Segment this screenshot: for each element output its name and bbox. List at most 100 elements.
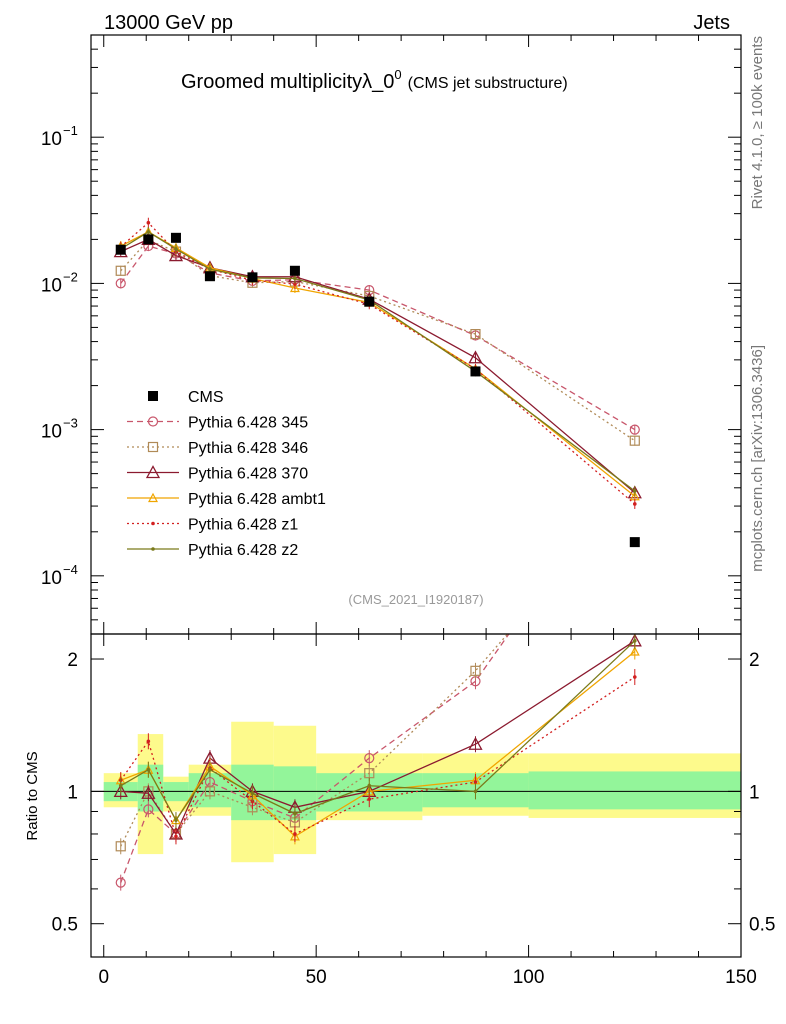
legend-label-pythia-6-428-346: Pythia 6.428 346 [188,440,308,457]
ratio-point-pythia-6-428-345-0 [115,877,126,888]
point-cms-5 [289,265,300,276]
x-ticks: 0 50 100 150 [98,35,757,988]
line-pythia-6-428-z1 [120,221,636,505]
plot-title: Groomed multiplicityλ_00(CMS jet substru… [181,67,568,93]
point-pythia-6-428-z1-1 [146,220,151,225]
ratio-y-axis-label: Ratio to CMS [24,751,41,840]
point-cms-1 [143,234,154,245]
x-tick-label-50: 50 [306,967,327,988]
ratio-point-pythia-6-428-346-3 [204,786,216,797]
ratio-point-pythia-6-428-345-8 [630,451,639,460]
ratio-y-tick-label-left-2: 2 [67,650,78,671]
ratio-y-ticks: 0.5 0.5 1 1 2 2 [52,650,776,936]
point-pythia-6-428-z1-8 [632,502,637,506]
series-pythia-6-428-ambt1 [115,226,640,502]
analysis-id-label: (CMS_2021_I1920187) [348,592,483,607]
point-pythia-6-428-345-8 [629,424,640,435]
ratio-point-pythia-6-428-z2-7 [473,789,478,794]
ratio-point-pythia-6-428-370-0 [113,784,128,798]
ratio-point-pythia-6-428-370-7 [468,736,483,750]
ratio-point-pythia-6-428-z1-8 [632,675,637,679]
legend-label-cms: CMS [188,389,224,406]
point-pythia-6-428-346-7 [470,329,481,340]
ratio-point-pythia-6-428-345-1 [143,804,154,815]
legend-label-pythia-6-428-ambt1: Pythia 6.428 ambt1 [188,491,326,508]
legend-label-pythia-6-428-370: Pythia 6.428 370 [188,466,308,483]
point-cms-0 [115,244,126,255]
main-y-ticks: 10−110−210−310−4 [41,34,741,635]
x-tick-label-150: 150 [725,967,757,988]
mcplots-label: mcplots.cern.ch [arXiv:1306.3436] [749,345,766,572]
ratio-point-pythia-6-428-346-7 [470,665,481,676]
legend-label-pythia-6-428-z2: Pythia 6.428 z2 [188,542,298,559]
ratio-y-tick-label-right-2: 2 [749,650,760,671]
ratio-point-pythia-6-428-z2-1 [146,767,151,772]
series-cms-data [115,232,640,548]
point-pythia-6-428-370-2 [168,248,184,262]
point-pythia-6-428-z2-2 [174,247,178,251]
ratio-frame [90,633,742,958]
main-y-tick-label-exp-0: −1 [63,123,78,138]
main-y-tick-label-base-2: 10 [41,422,62,443]
series-pythia-6-428-370 [113,232,642,499]
ratio-point-pythia-6-428-ambt1-8 [629,646,640,656]
point-pythia-6-428-z2-3 [208,267,212,272]
legend-marker-pythia-6-428-346 [147,441,159,453]
x-tick-label-0: 0 [98,967,109,988]
ratio-y-tick-label-right-1: 1 [749,782,760,803]
legend-marker-pythia-6-428-345 [147,416,159,427]
ratio-y-tick-label-left-0: 0.5 [52,915,78,936]
uncertainty-bands [103,721,741,863]
ratio-series-pythia-6-428-z2 [118,634,637,829]
ratio-point-pythia-6-428-z2-0 [118,783,123,788]
ratio-point-pythia-6-428-z2-6 [367,783,372,788]
main-y-tick-label-base-0: 10 [41,129,62,150]
legend-label-pythia-6-428-z1: Pythia 6.428 z1 [188,517,298,534]
ratio-point-pythia-6-428-z1-6 [367,797,372,801]
legend-marker-pythia-6-428-370 [145,465,161,479]
line-pythia-6-428-346 [120,239,636,442]
ratio-y-tick-label-right-0: 0.5 [749,915,775,936]
legend: CMS Pythia 6.428 345 Pythia 6.428 346 Pythi… [127,389,326,559]
ratio-point-pythia-6-428-370-1 [141,785,156,799]
ratio-point-pythia-6-428-z2-8 [632,639,637,643]
ratio-point-pythia-6-428-z1-1 [146,739,151,744]
green-band-8 [528,771,741,810]
legend-marker-pythia-6-428-z2 [151,547,155,551]
point-cms-2 [170,232,181,243]
point-pythia-6-428-z2-8 [632,489,637,493]
main-y-tick-label-base-3: 10 [41,568,62,589]
main-y-tick-label-exp-1: −2 [63,269,78,284]
legend-marker-pythia-6-428-ambt1 [148,492,158,503]
plot-subtitle: (CMS jet substructure) [408,75,568,92]
ratio-series-group [113,451,642,891]
point-pythia-6-428-370-7 [468,350,483,364]
point-cms-7 [470,366,481,377]
point-cms-3 [204,271,215,282]
point-cms-8 [629,537,640,548]
main-y-tick-label-exp-3: −4 [63,562,78,577]
ratio-point-pythia-6-428-346-6 [364,768,375,779]
ratio-series-pythia-6-428-345 [115,451,639,891]
x-tick-label-100: 100 [513,967,545,988]
ratio-point-pythia-6-428-z1-7 [473,780,478,784]
ratio-point-pythia-6-428-z2-5 [293,811,297,816]
ratio-point-pythia-6-428-z1-5 [293,832,297,836]
ratio-plot-panel: 0.5 0.5 1 1 2 2 Ratio to CMS [24,451,776,958]
legend-label-pythia-6-428-345: Pythia 6.428 345 [188,415,308,432]
point-pythia-6-428-345-0 [115,278,126,289]
ratio-point-pythia-6-428-z2-3 [208,767,212,772]
ratio-point-pythia-6-428-345-6 [364,753,375,764]
point-pythia-6-428-ambt1-5 [289,282,300,293]
process-label: Jets [693,12,730,34]
main-series-group [113,217,642,548]
ratio-point-pythia-6-428-346-0 [115,841,126,852]
rivet-version-label: Rivet 4.1.0, ≥ 100k events [749,36,766,209]
energy-label: 13000 GeV pp [104,12,233,34]
legend-marker-cms [148,391,158,401]
point-cms-4 [247,272,258,283]
ratio-point-pythia-6-428-z1-2 [174,834,178,839]
point-cms-6 [364,296,375,307]
